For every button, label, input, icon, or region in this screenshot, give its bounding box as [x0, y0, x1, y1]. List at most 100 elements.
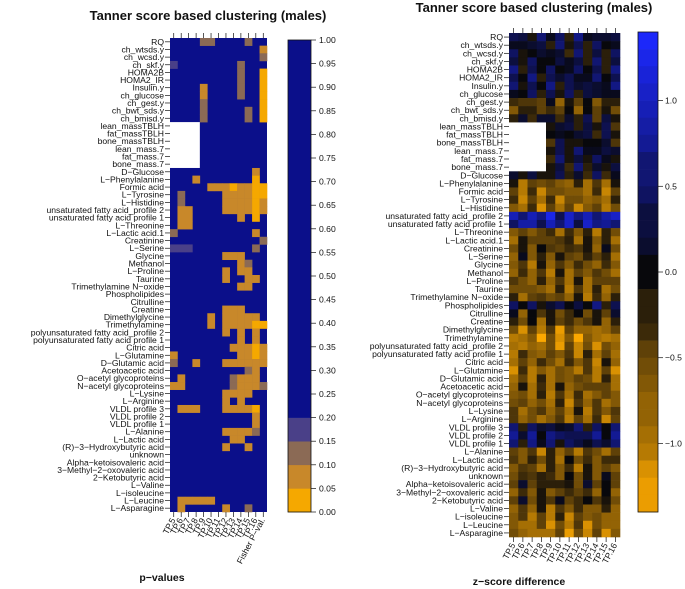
pvalue-cell-l-lactic-acid-1-tp-16 — [252, 229, 260, 238]
zscore-cell-o-acetyl-glycoproteins-tp-7 — [527, 390, 538, 400]
zscore-cell-l-threonine-tp-15 — [601, 228, 612, 237]
zscore-cell-homa2-ir-tp-14 — [592, 73, 602, 83]
zscore-cell-creatinine-tp-10 — [555, 244, 565, 253]
zscore-cell-n-acetyl-glycoproteins-tp-8 — [536, 398, 547, 408]
zscore-cell-glycine-tp-11 — [564, 260, 575, 270]
zscore-cell-lean-mass-7-tp-16 — [610, 146, 621, 156]
zscore-cell-glycine-tp-14 — [592, 260, 602, 270]
pvalue-legend-tick-label: 0.55 — [319, 247, 336, 257]
zscore-cell-l-leucine-tp-9 — [546, 520, 556, 530]
zscore-cell-l-histidine-tp-16 — [610, 203, 621, 213]
zscore-cell-homa2-ir-tp-7 — [527, 73, 538, 83]
pvalue-row-label: unknown — [130, 450, 165, 460]
zscore-cell-unknown-tp-10 — [555, 471, 565, 481]
zscore-legend-band — [638, 306, 658, 324]
zscore-cell-l-leucine-tp-15 — [601, 520, 612, 530]
zscore-cell-l-serine-tp-12 — [573, 252, 584, 261]
pvalue-cell-ch-glucose-tp-14 — [237, 91, 245, 100]
zscore-cell-citric-acid-tp-9 — [546, 358, 556, 367]
zscore-cell-vldl-profile-2-tp-11 — [564, 431, 575, 440]
zscore-cell-l-proline-tp-12 — [573, 276, 584, 286]
zscore-cell-vldl-profile-3-tp-15 — [601, 423, 612, 432]
zscore-cell-l-tyrosine-tp-7 — [527, 195, 538, 205]
zscore-cell-bone-mass-7-tp-11 — [564, 163, 575, 172]
right-x-axis-label: z−score difference — [473, 576, 566, 588]
zscore-cell-alpha-ketoisovaleric-acid-tp-8 — [536, 480, 547, 489]
pvalue-cell-n-acetyl-glycoproteins-tp-5 — [170, 382, 178, 390]
zscore-cell-l-arginine-tp-14 — [592, 415, 602, 424]
zscore-cell-l-alanine-tp-5 — [509, 447, 519, 457]
zscore-cell-l-lysine-tp-7 — [527, 406, 538, 416]
zscore-cell-l-lactic-acid-tp-5 — [509, 455, 519, 465]
zscore-cell-glycine-tp-16 — [610, 260, 621, 270]
zscore-cell-l-alanine-tp-14 — [592, 447, 602, 457]
zscore-cell-r-3-hydroxybutyric-acid-tp-15 — [601, 463, 612, 473]
pvalue-cell-l-serine-tp-7 — [184, 244, 193, 253]
pvalue-cell-dimethylglycine-tp-15 — [244, 313, 253, 322]
zscore-cell-l-isoleucine-tp-10 — [555, 512, 565, 522]
zscore-cell-vldl-profile-1-tp-15 — [601, 439, 612, 448]
zscore-cell-creatinine-tp-11 — [564, 244, 575, 253]
zscore-cell-l-lactic-acid-tp-9 — [546, 455, 556, 465]
pvalue-cell-polyunsaturated-fatty-acid-profile-2-tp-16 — [252, 328, 260, 337]
zscore-cell-l-phenylalanine-tp-5 — [509, 179, 519, 188]
zscore-cell-l-lactic-acid-tp-14 — [592, 455, 602, 465]
zscore-cell-insulin-y-tp-9 — [546, 81, 556, 91]
zscore-cell-o-acetyl-glycoproteins-tp-8 — [536, 390, 547, 400]
zscore-cell-l-isoleucine-tp-15 — [601, 512, 612, 522]
zscore-cell-formic-acid-tp-11 — [564, 187, 575, 196]
zscore-cell-ch-skf-y-tp-10 — [555, 57, 565, 66]
zscore-legend-band — [638, 220, 658, 239]
zscore-cell-trimethylamine-n-oxide-tp-15 — [601, 293, 612, 302]
zscore-cell-insulin-y-tp-10 — [555, 81, 565, 91]
zscore-cell-l-tyrosine-tp-8 — [536, 195, 547, 205]
zscore-legend-band — [638, 169, 658, 187]
pvalue-row-label: RQ — [151, 37, 164, 47]
zscore-row-label: (R)−3−Hydroxybutyric acid — [401, 463, 503, 473]
pvalue-legend-tick-label: 0.75 — [319, 153, 336, 163]
pvalue-row-label: L−Proline — [127, 266, 164, 276]
zscore-cell-lean-masstblh-tp-11 — [564, 122, 575, 131]
pvalue-cell-polyunsaturated-fatty-acid-profile-1-tp-16 — [252, 336, 260, 345]
zscore-cell-creatine-tp-7 — [527, 317, 538, 326]
zscore-cell-creatinine-tp-15 — [601, 244, 612, 253]
zscore-cell-homa2-ir-tp-9 — [546, 73, 556, 83]
zscore-cell-l-asparagine-tp-7 — [527, 528, 538, 538]
zscore-cell-taurine-tp-15 — [601, 285, 612, 294]
zscore-cell-creatine-tp-11 — [564, 317, 575, 326]
zscore-cell-trimethylamine-tp-14 — [592, 333, 602, 343]
pvalue-cell-taurine-tp-16 — [252, 275, 260, 283]
zscore-cell-ch-bmisd-y-tp-14 — [592, 114, 602, 123]
pvalue-cell-creatinine-fisher-p-val — [259, 236, 268, 245]
zscore-cell-unsaturated-fatty-acid-profile-2-tp-14 — [592, 211, 602, 221]
zscore-cell-l-glutamine-tp-10 — [555, 366, 565, 375]
zscore-cell-polyunsaturated-fatty-acid-profile-1-tp-8 — [536, 350, 547, 359]
zscore-cell-rq-tp-11 — [564, 33, 575, 42]
zscore-cell-2-ketobutyric-acid-tp-6 — [518, 496, 528, 505]
zscore-cell-phospholipides-tp-6 — [518, 301, 528, 310]
zscore-cell-d-glutamic-acid-tp-7 — [527, 374, 538, 383]
pvalue-cell-l-asparagine-tp-6 — [177, 504, 186, 513]
zscore-cell-ch-skf-y-tp-12 — [573, 57, 584, 66]
zscore-cell-unknown-tp-12 — [573, 471, 584, 481]
zscore-cell-vldl-profile-1-tp-6 — [518, 439, 528, 448]
zscore-row-label: L−Phenylalanine — [439, 178, 503, 188]
pvalue-legend-tick-label: 0.85 — [319, 106, 336, 116]
pvalue-row-label: L−Serine — [129, 243, 164, 253]
zscore-cell-3-methyl-2-oxovaleric-acid-tp-13 — [583, 488, 593, 497]
zscore-cell-insulin-y-tp-5 — [509, 81, 519, 91]
pvalue-cell-unsaturated-fatty-acid-profile-2-tp-12 — [222, 206, 230, 215]
zscore-cell-dimethylglycine-tp-12 — [573, 325, 584, 335]
zscore-cell-citric-acid-tp-10 — [555, 358, 565, 367]
pvalue-cell-l-alanine-tp-16 — [252, 427, 260, 436]
zscore-cell-l-asparagine-tp-9 — [546, 528, 556, 538]
zscore-cell-ch-bwt-sds-y-tp-14 — [592, 106, 602, 115]
zscore-cell-l-lactic-acid-1-tp-10 — [555, 236, 565, 245]
zscore-cell-l-proline-tp-7 — [527, 276, 538, 286]
zscore-cell-l-arginine-tp-15 — [601, 415, 612, 424]
zscore-cell-homa2-ir-tp-16 — [610, 73, 621, 83]
zscore-cell-trimethylamine-n-oxide-tp-14 — [592, 293, 602, 302]
zscore-cell-citrulline-tp-16 — [610, 309, 621, 318]
pvalue-row-label: L−Glutamine — [115, 350, 164, 360]
zscore-cell-bone-masstblh-tp-14 — [592, 138, 602, 148]
